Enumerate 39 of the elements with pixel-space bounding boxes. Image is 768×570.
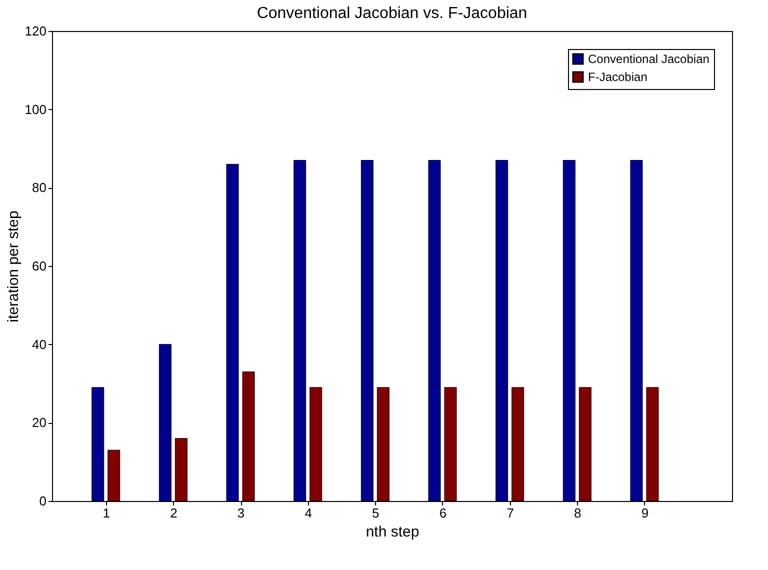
bar [92, 387, 104, 502]
y-tick-label: 120 [24, 24, 46, 38]
x-tick-label: 4 [304, 506, 312, 520]
y-tick-label: 0 [39, 494, 46, 508]
bar [108, 450, 120, 502]
chart-title: Conventional Jacobian vs. F-Jacobian [256, 5, 528, 22]
bar [376, 387, 390, 502]
x-tick-label: 8 [574, 506, 582, 520]
x-tick-label: 9 [641, 506, 649, 520]
x-tick-label: 5 [372, 506, 380, 520]
bar [428, 160, 441, 502]
bar [242, 372, 255, 502]
bar [578, 387, 592, 502]
y-tick-label: 60 [32, 258, 46, 274]
legend-label: F-Jacobian [588, 70, 648, 84]
bar [226, 164, 239, 502]
bar [630, 160, 643, 502]
bar [294, 160, 306, 502]
x-tick-label: 7 [506, 506, 514, 520]
x-tick-label: 1 [102, 506, 110, 520]
y-axis-title: iteration per step [4, 210, 22, 322]
bar [158, 344, 172, 502]
bar [562, 160, 576, 502]
x-tick-label: 6 [439, 506, 447, 520]
bar [310, 387, 322, 502]
bar [444, 387, 457, 502]
bar [646, 387, 659, 502]
bar [496, 160, 508, 502]
bar [512, 387, 524, 502]
x-tick-label: 2 [170, 506, 178, 520]
y-tick-label: 40 [32, 336, 46, 352]
x-axis-title: nth step [366, 524, 420, 540]
y-tick-label: 100 [24, 102, 46, 117]
x-tick-label: 3 [237, 506, 245, 520]
bar [360, 160, 374, 502]
bar [174, 438, 188, 502]
y-tick-label: 20 [32, 415, 46, 430]
legend-label: Conventional Jacobian [588, 52, 710, 66]
y-tick-label: 80 [32, 180, 46, 196]
